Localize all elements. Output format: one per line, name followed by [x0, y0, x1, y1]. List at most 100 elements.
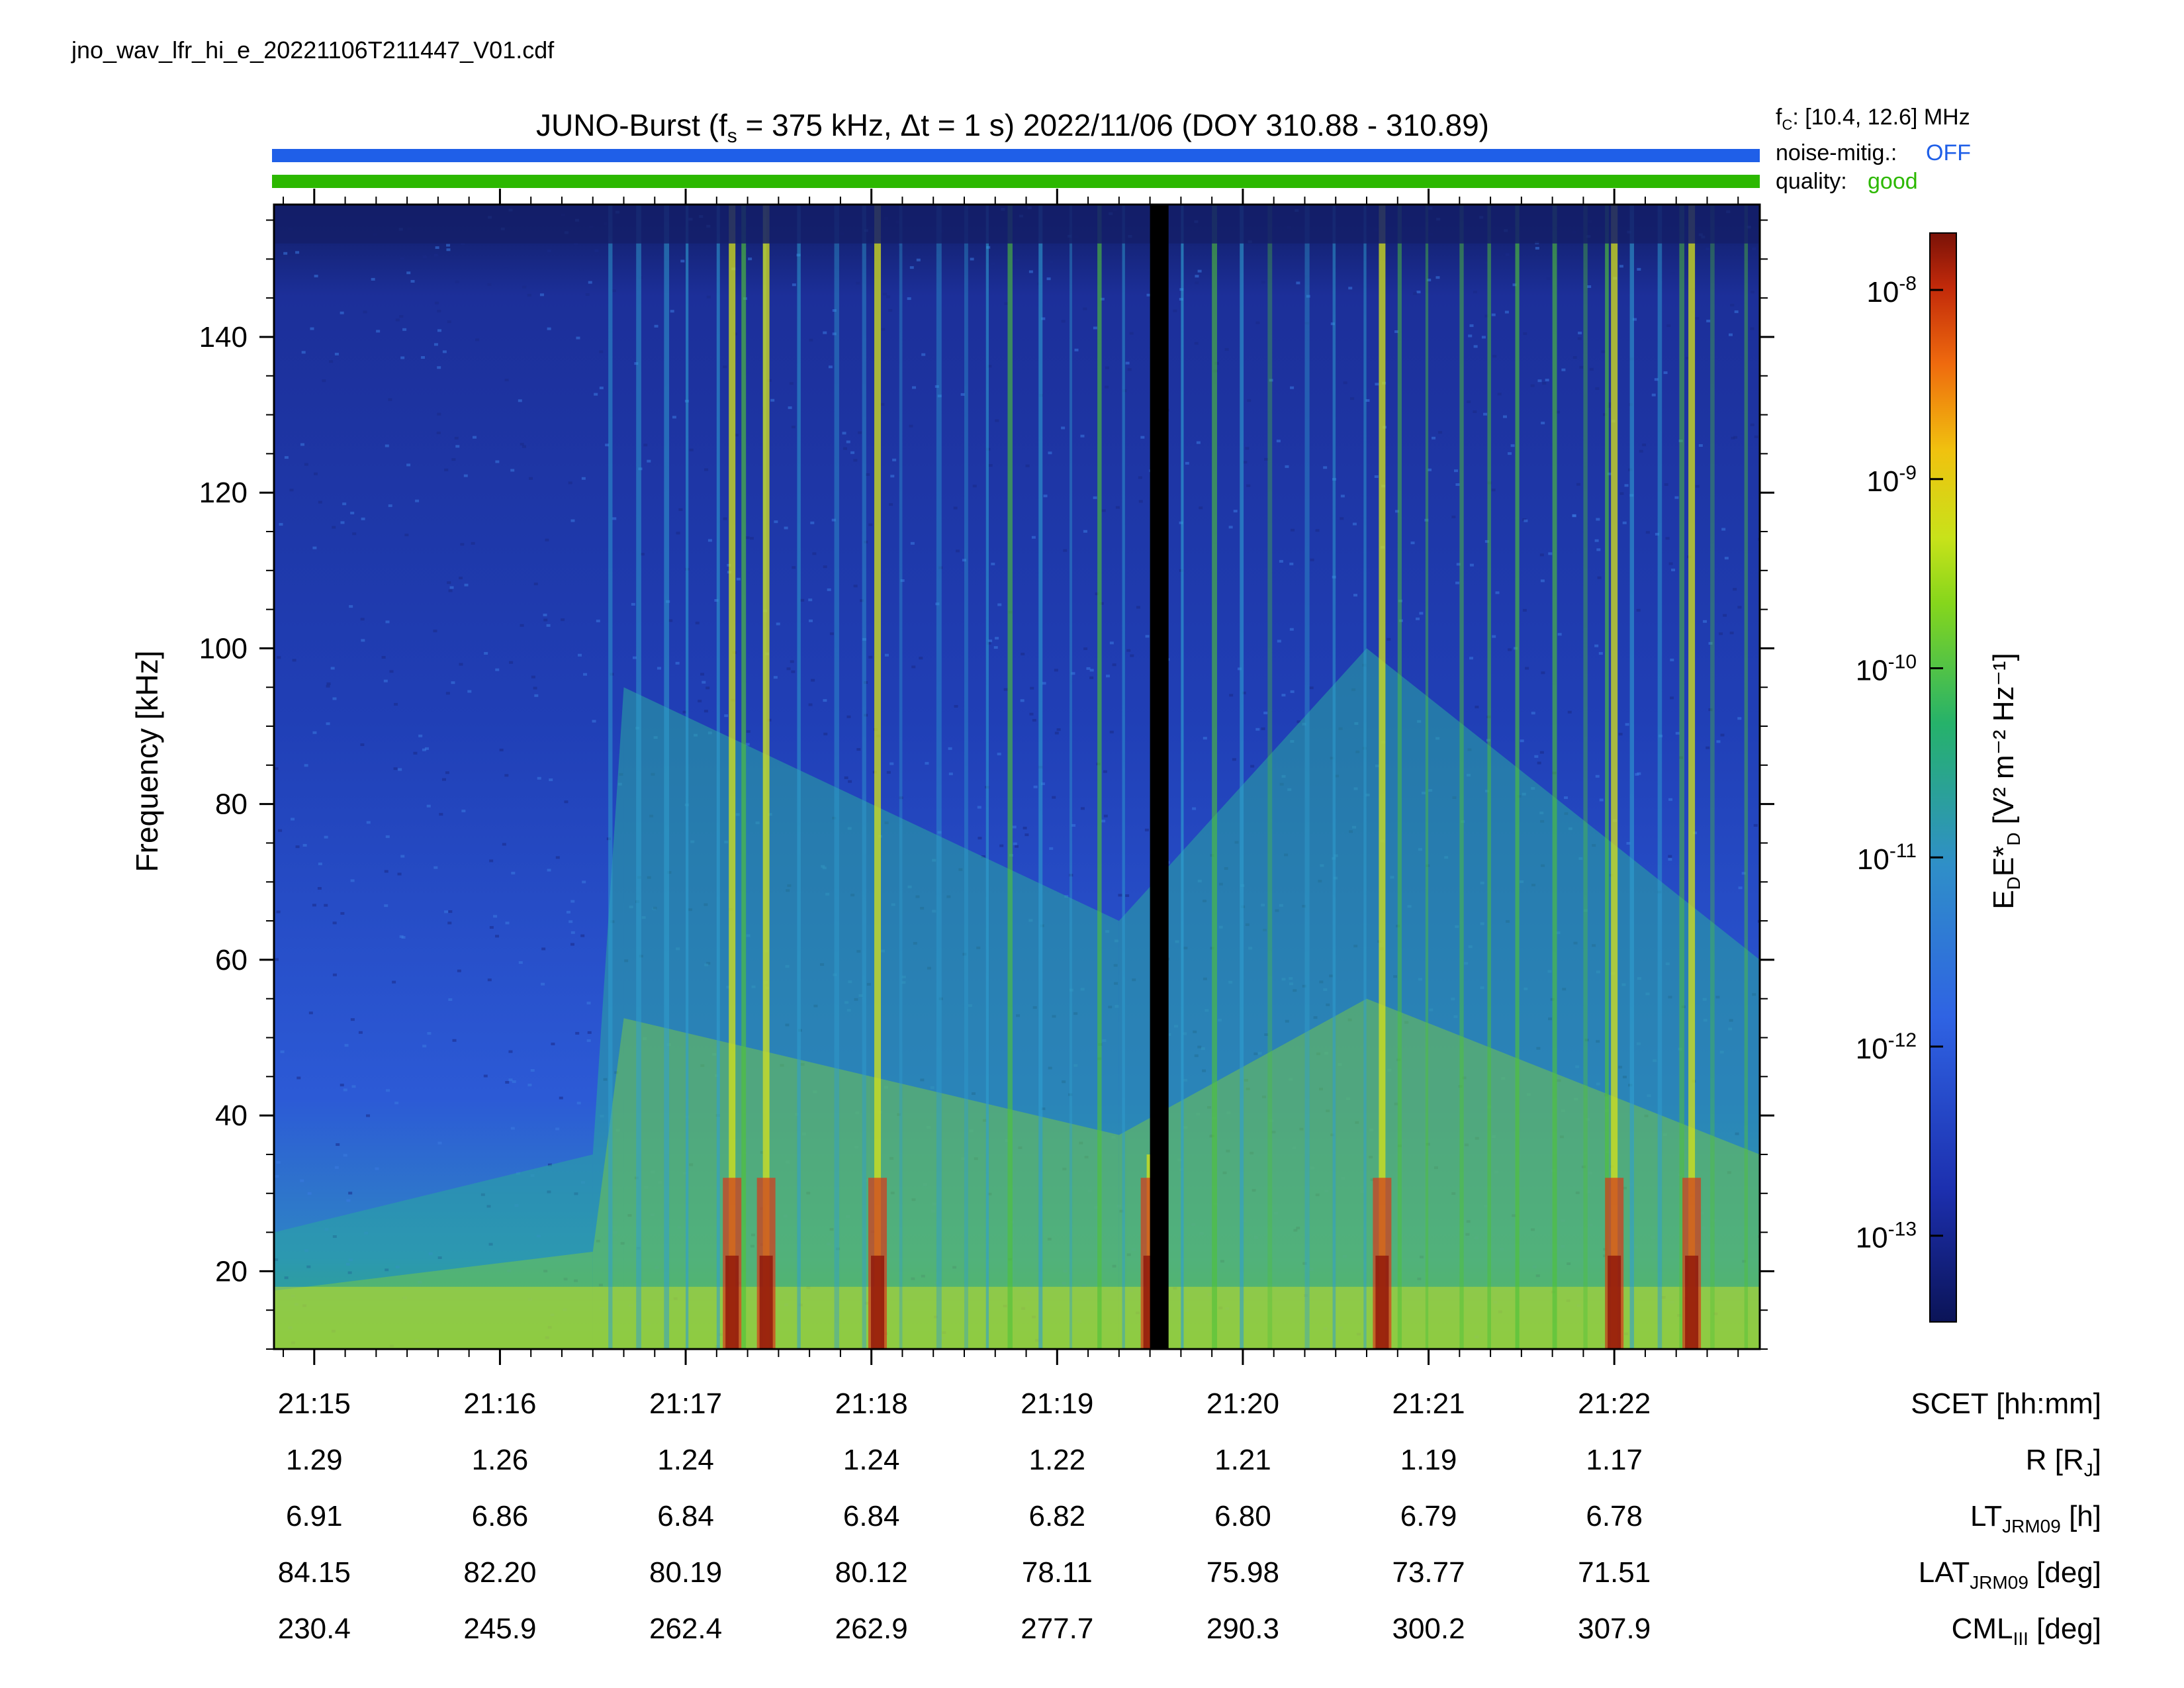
noise-pixel [695, 622, 700, 625]
noise-pixel [1625, 723, 1629, 726]
noise-pixel [1597, 576, 1602, 579]
noise-pixel [812, 552, 817, 555]
noise-pixel [406, 463, 411, 467]
noise-pixel [433, 343, 438, 346]
emission-streak [1657, 205, 1662, 1349]
ephemeris-value: 6.84 [657, 1500, 714, 1532]
noise-pixel [832, 309, 837, 312]
noise-pixel [937, 831, 942, 834]
noise-pixel [1024, 833, 1029, 837]
noise-pixel [1587, 285, 1592, 288]
noise-pixel [770, 399, 775, 402]
noise-pixel [773, 676, 778, 679]
noise-pixel [581, 477, 586, 480]
noise-pixel [1353, 594, 1357, 597]
noise-pixel [284, 456, 289, 459]
noise-pixel [522, 445, 526, 448]
noise-pixel [1419, 612, 1424, 615]
noise-pixel [547, 1163, 552, 1166]
noise-pixel [1290, 690, 1295, 693]
noise-pixel [1099, 602, 1104, 605]
noise-pixel [422, 748, 426, 751]
noise-pixel [1127, 368, 1132, 371]
noise-pixel [511, 871, 516, 874]
noise-pixel [291, 818, 295, 821]
noise-pixel [437, 329, 441, 332]
noise-pixel [344, 1044, 349, 1047]
quality-value: good [1868, 169, 1918, 194]
noise-pixel [518, 399, 522, 402]
noise-pixel [1539, 553, 1544, 557]
noise-pixel [520, 624, 524, 627]
noise-pixel [360, 743, 365, 746]
noise-pixel [518, 961, 523, 964]
noise-pixel [1428, 468, 1432, 471]
noise-pixel [1674, 496, 1679, 499]
top-band [274, 205, 1760, 244]
noise-pixel [308, 1011, 313, 1015]
noise-pixel [1541, 671, 1545, 675]
noise-pixel [446, 248, 451, 252]
ephemeris-value: 21:15 [278, 1387, 351, 1420]
noise-pixel [640, 553, 645, 556]
noise-pixel [1232, 758, 1236, 761]
noise-pixel [1724, 557, 1729, 560]
noise-pixel [275, 1175, 279, 1178]
noise-pixel [1056, 728, 1061, 731]
noise-pixel [1243, 461, 1248, 464]
noise-pixel [300, 443, 304, 446]
burst-peak [1685, 1255, 1699, 1349]
ephemeris-table: 21:15 21:16 21:17 21:18 21:19 21:20 21:21 21:22… [278, 1387, 2101, 1649]
noise-pixel [445, 771, 449, 774]
noise-pixel [829, 632, 834, 635]
ephemeris-value: 71.51 [1578, 1556, 1651, 1589]
noise-pixel [1309, 686, 1314, 690]
noise-pixel [1473, 291, 1477, 294]
emission-streak [1425, 205, 1429, 1349]
noise-pixel [1729, 632, 1734, 635]
noise-pixel [935, 602, 940, 606]
ephemeris-value: 307.9 [1578, 1613, 1651, 1645]
noise-pixel [892, 458, 897, 461]
noise-pixel [415, 499, 420, 502]
noise-pixel [348, 1192, 353, 1195]
noise-pixel [1737, 717, 1742, 720]
ephemeris-value: 21:16 [463, 1387, 536, 1420]
noise-pixel [962, 559, 966, 562]
noise-pixel [970, 258, 974, 261]
noise-pixel [376, 330, 381, 333]
noise-pixel [1196, 441, 1201, 444]
plot-area [274, 205, 1760, 1349]
noise-pixel [988, 639, 993, 643]
noise-pixel [1291, 528, 1295, 532]
noise-pixel [1655, 532, 1659, 536]
emission-streak [636, 205, 641, 1349]
noise-pixel [1666, 324, 1671, 328]
noise-pixel [343, 1088, 347, 1092]
burst-peak [725, 1255, 739, 1349]
noise-pixel [1340, 517, 1344, 520]
colorbar-tick-label: 10-10 [1856, 651, 1917, 686]
noise-pixel [1375, 383, 1379, 386]
noise-pixel [1105, 675, 1110, 678]
noise-pixel [1023, 826, 1027, 829]
emission-streak [834, 205, 839, 1349]
noise-pixel [310, 327, 314, 330]
noise-pixel [977, 806, 981, 809]
noise-pixel [1546, 277, 1551, 280]
noise-pixel [455, 280, 459, 283]
noise-pixel [366, 1114, 371, 1117]
noise-pixel [1671, 569, 1676, 572]
noise-pixel [1083, 530, 1087, 533]
noise-pixel [340, 912, 345, 915]
noise-pixel [547, 327, 551, 330]
burst-peak [871, 1255, 885, 1349]
noise-pixel [1619, 492, 1624, 495]
noise-pixel [889, 503, 893, 506]
noise-pixel [657, 667, 661, 670]
noise-pixel [823, 331, 827, 334]
noise-pixel [343, 1154, 347, 1157]
noise-pixel [682, 710, 687, 714]
ephemeris-value: 300.2 [1392, 1613, 1465, 1645]
noise-pixel [1539, 751, 1544, 754]
